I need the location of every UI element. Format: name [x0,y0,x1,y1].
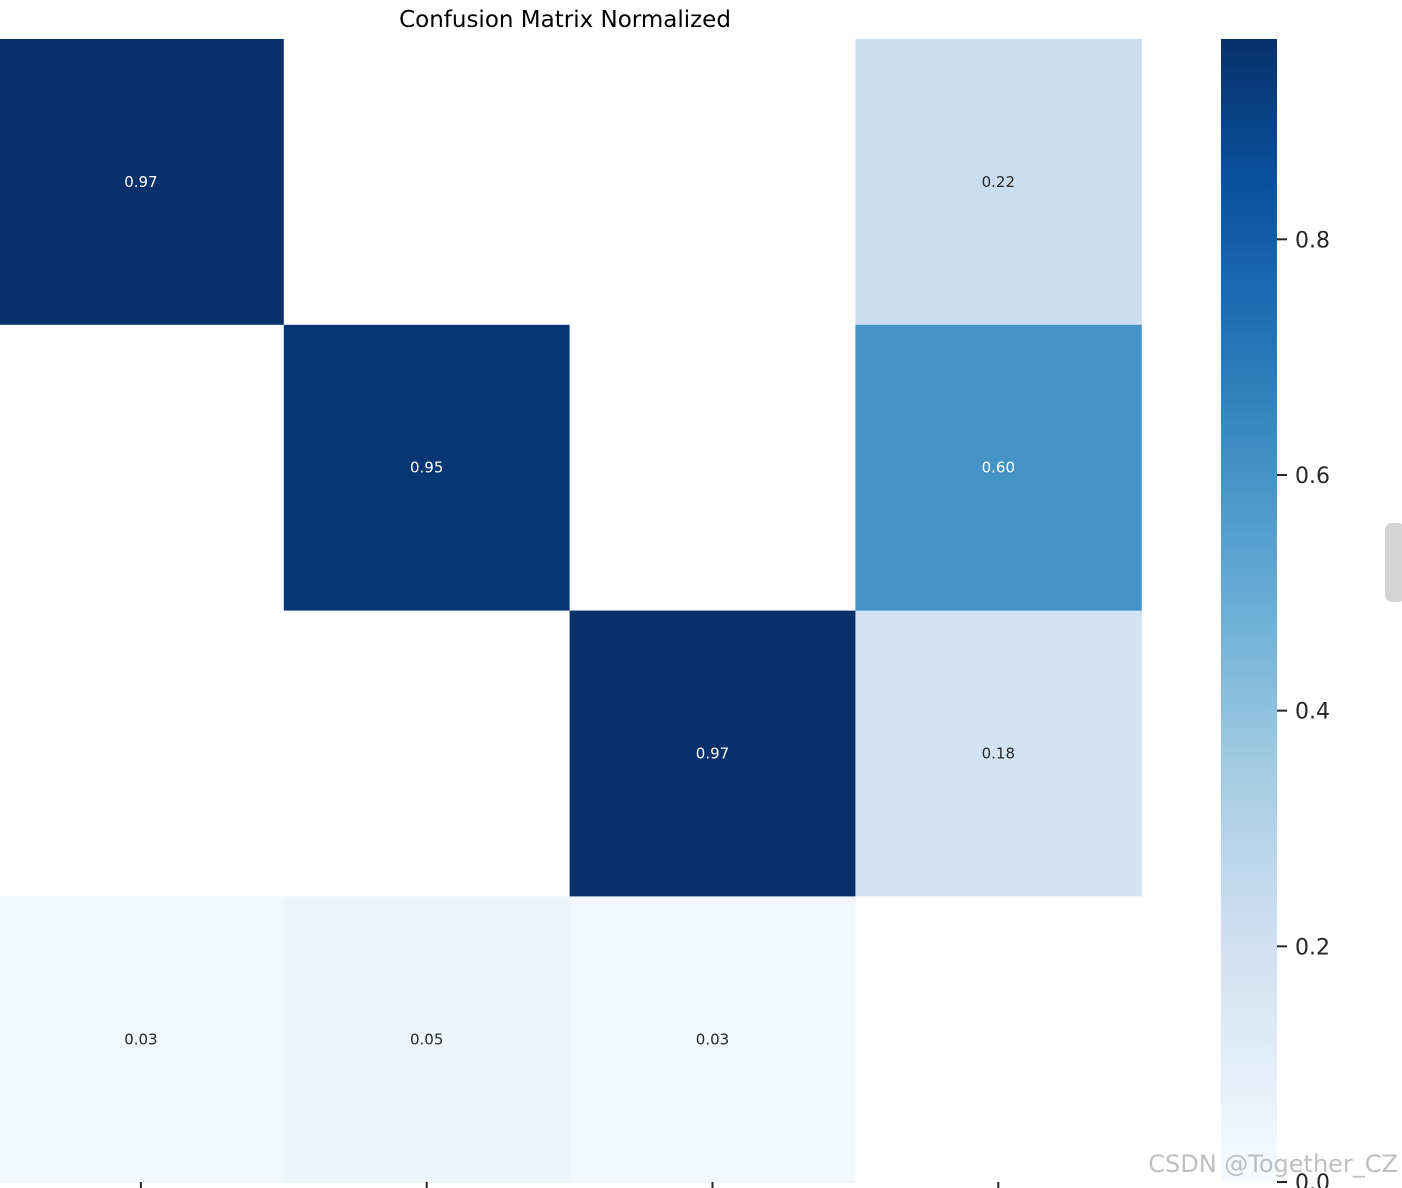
heatmap-cell-r2-c0 [0,610,285,897]
cell-label-r3-c0: 0.03 [124,1030,157,1048]
colorbar-tick-label-3: 0.6 [1295,464,1330,489]
heatmap-cell-r1-c2 [569,324,856,612]
heatmap-cell-r2-c3 [855,610,1142,897]
heatmap-cell-r0-c1 [283,39,571,326]
heatmap-cell-r0-c3 [855,39,1142,326]
heatmap-cell-r1-c0 [0,324,285,612]
cell-label-r0-c3: 0.22 [982,173,1015,191]
heatmap-cell-r3-c1 [283,896,571,1183]
cell-label-r2-c2: 0.97 [696,745,729,763]
cell-label-r2-c3: 0.18 [982,745,1015,763]
cell-label-r1-c3: 0.60 [982,459,1015,477]
heatmap-cell-r0-c0 [0,39,285,326]
heatmap-cell-r1-c1 [283,324,571,612]
heatmap-cell-r0-c2 [569,39,856,326]
colorbar-tick-label-4: 0.8 [1295,228,1330,253]
heatmap-cells: 0.97 0.22 0.95 0.60 0.97 0.18 0.03 0.05 0.03 [0,39,1142,1183]
heatmap-cell-r2-c2 [569,610,856,897]
colorbar-tick-label-2: 0.4 [1295,700,1330,725]
cell-label-r1-c1: 0.95 [410,459,443,477]
x-axis-ticks [139,1182,1000,1188]
heatmap-cell-r1-c3 [855,324,1142,612]
chart-title: Confusion Matrix Normalized [399,7,731,33]
cell-label-r0-c0: 0.97 [124,173,157,191]
heatmap-cell-r3-c2 [569,896,856,1183]
heatmap-cell-r3-c3 [855,896,1142,1183]
colorbar-tick-label-0: 0.0 [1295,1171,1330,1188]
colorbar-gradient [1221,39,1277,1182]
cell-label-r3-c1: 0.05 [410,1030,443,1048]
watermark-text: CSDN @Together_CZ [1148,1150,1398,1178]
colorbar: 0.0 0.2 0.4 0.6 0.8 [1221,39,1330,1188]
heatmap-cell-r3-c0 [0,896,285,1183]
heatmap-cell-r2-c1 [283,610,571,897]
cell-label-r3-c2: 0.03 [696,1030,729,1048]
scrollbar-handle[interactable] [1385,523,1402,602]
colorbar-tick-label-1: 0.2 [1295,935,1330,960]
